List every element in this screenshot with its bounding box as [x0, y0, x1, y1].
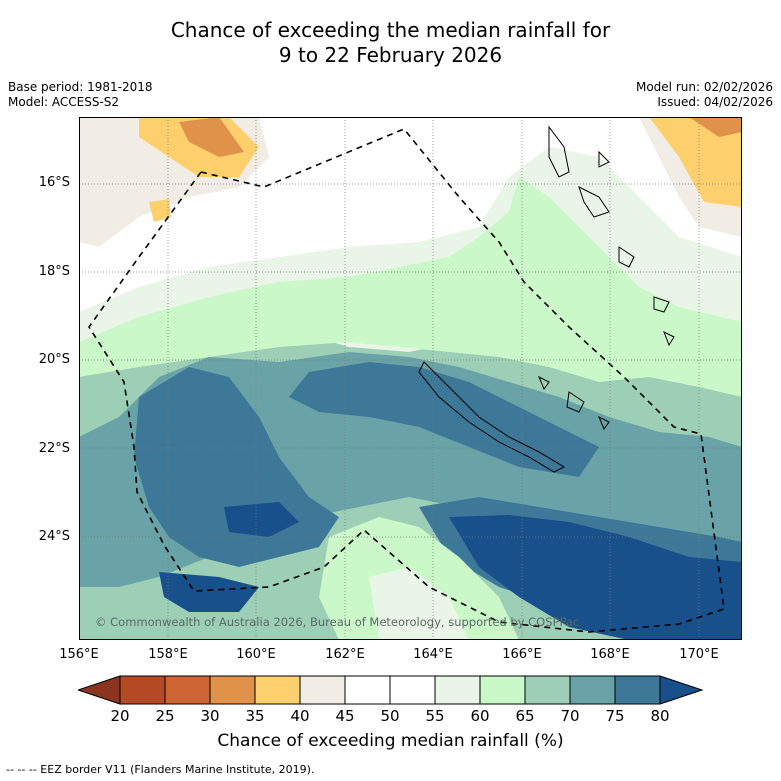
colorbar-tick: 30	[200, 707, 220, 725]
colorbar-extend-low	[78, 675, 121, 705]
colorbar-cell	[524, 675, 571, 705]
map-gridlines	[79, 117, 742, 640]
band-35-40-nw-small	[149, 199, 171, 222]
band-55-60-south	[369, 567, 469, 640]
colorbar-tick: 40	[290, 707, 310, 725]
colorbar-tick: 70	[560, 707, 580, 725]
colorbar-cell	[164, 675, 211, 705]
title-line-1: Chance of exceeding the median rainfall …	[170, 18, 611, 42]
lon-label: 158°E	[148, 647, 188, 662]
colorbar	[78, 675, 704, 705]
copyright-credit: © Commonwealth of Australia 2026, Bureau…	[95, 615, 580, 629]
issued-text: Issued: 04/02/2026	[657, 95, 773, 109]
lon-label: 156°E	[59, 647, 99, 662]
map-title: Chance of exceeding the median rainfall …	[0, 18, 781, 68]
colorbar-tick: 65	[515, 707, 535, 725]
colorbar-cell	[299, 675, 346, 705]
band-30-35-nw	[179, 117, 244, 157]
colorbar-cell	[209, 675, 256, 705]
colorbar-label: Chance of exceeding median rainfall (%)	[217, 731, 564, 751]
meta-right: Model run: 02/02/2026 Issued: 04/02/2026	[636, 80, 773, 110]
colorbar-cell	[569, 675, 616, 705]
colorbar-tick: 75	[605, 707, 625, 725]
eez-legend-footnote: -- -- -- EEZ border V11 (Flanders Marine…	[6, 763, 315, 776]
colorbar-tick: 45	[335, 707, 355, 725]
lat-label: 20°S	[38, 352, 70, 367]
colorbar-tick: 35	[245, 707, 265, 725]
colorbar-cell	[389, 675, 436, 705]
fiji-coastline	[653, 296, 675, 347]
loyalty-islands-coastline	[538, 375, 610, 431]
lon-label: 166°E	[502, 647, 542, 662]
band-35-40-ne	[649, 117, 742, 207]
band-30-35-ne	[689, 117, 742, 137]
colorbar-tick: 80	[650, 707, 670, 725]
model-run-text: Model run: 02/02/2026	[635, 80, 773, 94]
colorbar-cell	[614, 675, 661, 705]
colorbar-cell	[254, 675, 301, 705]
colorbar-tick: 55	[425, 707, 445, 725]
map-frame	[79, 117, 742, 640]
lat-label: 16°S	[38, 175, 70, 190]
band-60-65	[79, 177, 742, 397]
lon-label: 162°E	[325, 647, 365, 662]
meta-left: Base period: 1981-2018 Model: ACCESS-S2	[8, 80, 153, 110]
band-75-80-central	[289, 362, 599, 477]
new-caledonia-coastline	[418, 361, 566, 473]
band-80-plus-sw	[159, 572, 259, 612]
colorbar-tick: 60	[470, 707, 490, 725]
lon-label: 160°E	[236, 647, 276, 662]
lat-label: 18°S	[38, 264, 70, 279]
colorbar-tick: 20	[110, 707, 130, 725]
lat-label: 24°S	[38, 529, 70, 544]
colorbar-tick: 25	[155, 707, 175, 725]
rainfall-map	[79, 117, 742, 640]
colorbar-cell	[344, 675, 391, 705]
lon-label: 168°E	[590, 647, 630, 662]
lon-label: 164°E	[413, 647, 453, 662]
colorbar-cell	[479, 675, 526, 705]
colorbar-tick: 50	[380, 707, 400, 725]
base-period-text: Base period: 1981-2018	[8, 80, 153, 94]
colorbar-extend-high	[659, 675, 704, 705]
model-text: Model: ACCESS-S2	[8, 95, 120, 109]
title-line-2: 9 to 22 February 2026	[278, 43, 503, 67]
vanuatu-coastline	[548, 125, 635, 268]
lon-label: 170°E	[679, 647, 719, 662]
colorbar-cell	[119, 675, 166, 705]
band-80-plus-west	[224, 502, 299, 537]
lat-label: 22°S	[38, 441, 70, 456]
colorbar-cell	[434, 675, 481, 705]
colorbar-cells	[78, 675, 704, 705]
